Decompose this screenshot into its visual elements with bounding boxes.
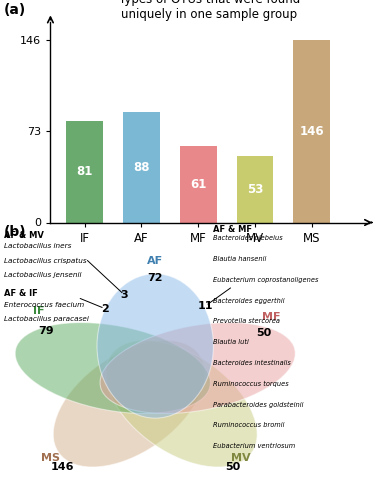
Text: MS: MS: [41, 454, 60, 464]
Text: Bacteroides eggerthii: Bacteroides eggerthii: [213, 298, 285, 304]
Text: 72: 72: [147, 273, 163, 283]
Text: Eubacterium coprostanoligenes: Eubacterium coprostanoligenes: [213, 276, 319, 282]
Text: 53: 53: [247, 183, 263, 196]
Bar: [293, 40, 330, 222]
Text: 50: 50: [256, 328, 272, 338]
Text: Lactobacillus jensenii: Lactobacillus jensenii: [4, 272, 81, 278]
Text: (a): (a): [4, 2, 26, 16]
Text: Prevotella stercorea: Prevotella stercorea: [213, 318, 280, 324]
Text: Ruminococcus bromii: Ruminococcus bromii: [213, 422, 285, 428]
Text: 146: 146: [50, 462, 74, 471]
Bar: [237, 156, 274, 222]
Text: 146: 146: [300, 124, 324, 138]
Ellipse shape: [97, 274, 213, 418]
Text: 3: 3: [120, 290, 128, 300]
Text: AF: AF: [147, 256, 163, 266]
Text: AF & MV: AF & MV: [4, 231, 44, 240]
Text: Bacteroides intestinalis: Bacteroides intestinalis: [213, 360, 291, 366]
Text: 50: 50: [225, 462, 241, 471]
Bar: [180, 146, 217, 222]
Text: (b): (b): [4, 226, 26, 239]
Text: AF & IF: AF & IF: [4, 289, 38, 298]
Text: MF: MF: [262, 312, 281, 322]
Ellipse shape: [53, 340, 205, 467]
Text: 11: 11: [198, 300, 213, 310]
Title: Types of OTUs that were found
uniquely in one sample group: Types of OTUs that were found uniquely i…: [119, 0, 300, 22]
Bar: [123, 112, 160, 222]
Text: Lactobacillus crispatus: Lactobacillus crispatus: [4, 258, 87, 264]
Text: 61: 61: [190, 178, 206, 191]
Ellipse shape: [15, 322, 210, 414]
Text: 79: 79: [39, 326, 54, 336]
Text: Bacteroides plebeius: Bacteroides plebeius: [213, 235, 283, 241]
Text: Parabacteroides goldsteinii: Parabacteroides goldsteinii: [213, 402, 304, 407]
Text: Enterococcus faecium: Enterococcus faecium: [4, 302, 84, 308]
Bar: [66, 121, 103, 222]
Text: Lactobacillus paracasei: Lactobacillus paracasei: [4, 316, 89, 322]
Text: IF: IF: [33, 306, 45, 316]
Text: MV: MV: [231, 454, 250, 464]
Text: 88: 88: [133, 161, 150, 174]
Text: Blautia hansenii: Blautia hansenii: [213, 256, 267, 262]
Text: 2: 2: [101, 304, 109, 314]
Ellipse shape: [106, 340, 257, 467]
Text: Blautia luti: Blautia luti: [213, 339, 249, 345]
Ellipse shape: [100, 322, 295, 414]
Text: 81: 81: [76, 166, 93, 178]
Text: Ruminococcus torques: Ruminococcus torques: [213, 380, 289, 387]
Text: Eubacterium ventriosum: Eubacterium ventriosum: [213, 443, 296, 449]
Text: Lactobacillus iners: Lactobacillus iners: [4, 244, 71, 250]
Text: AF & MF: AF & MF: [213, 226, 253, 234]
